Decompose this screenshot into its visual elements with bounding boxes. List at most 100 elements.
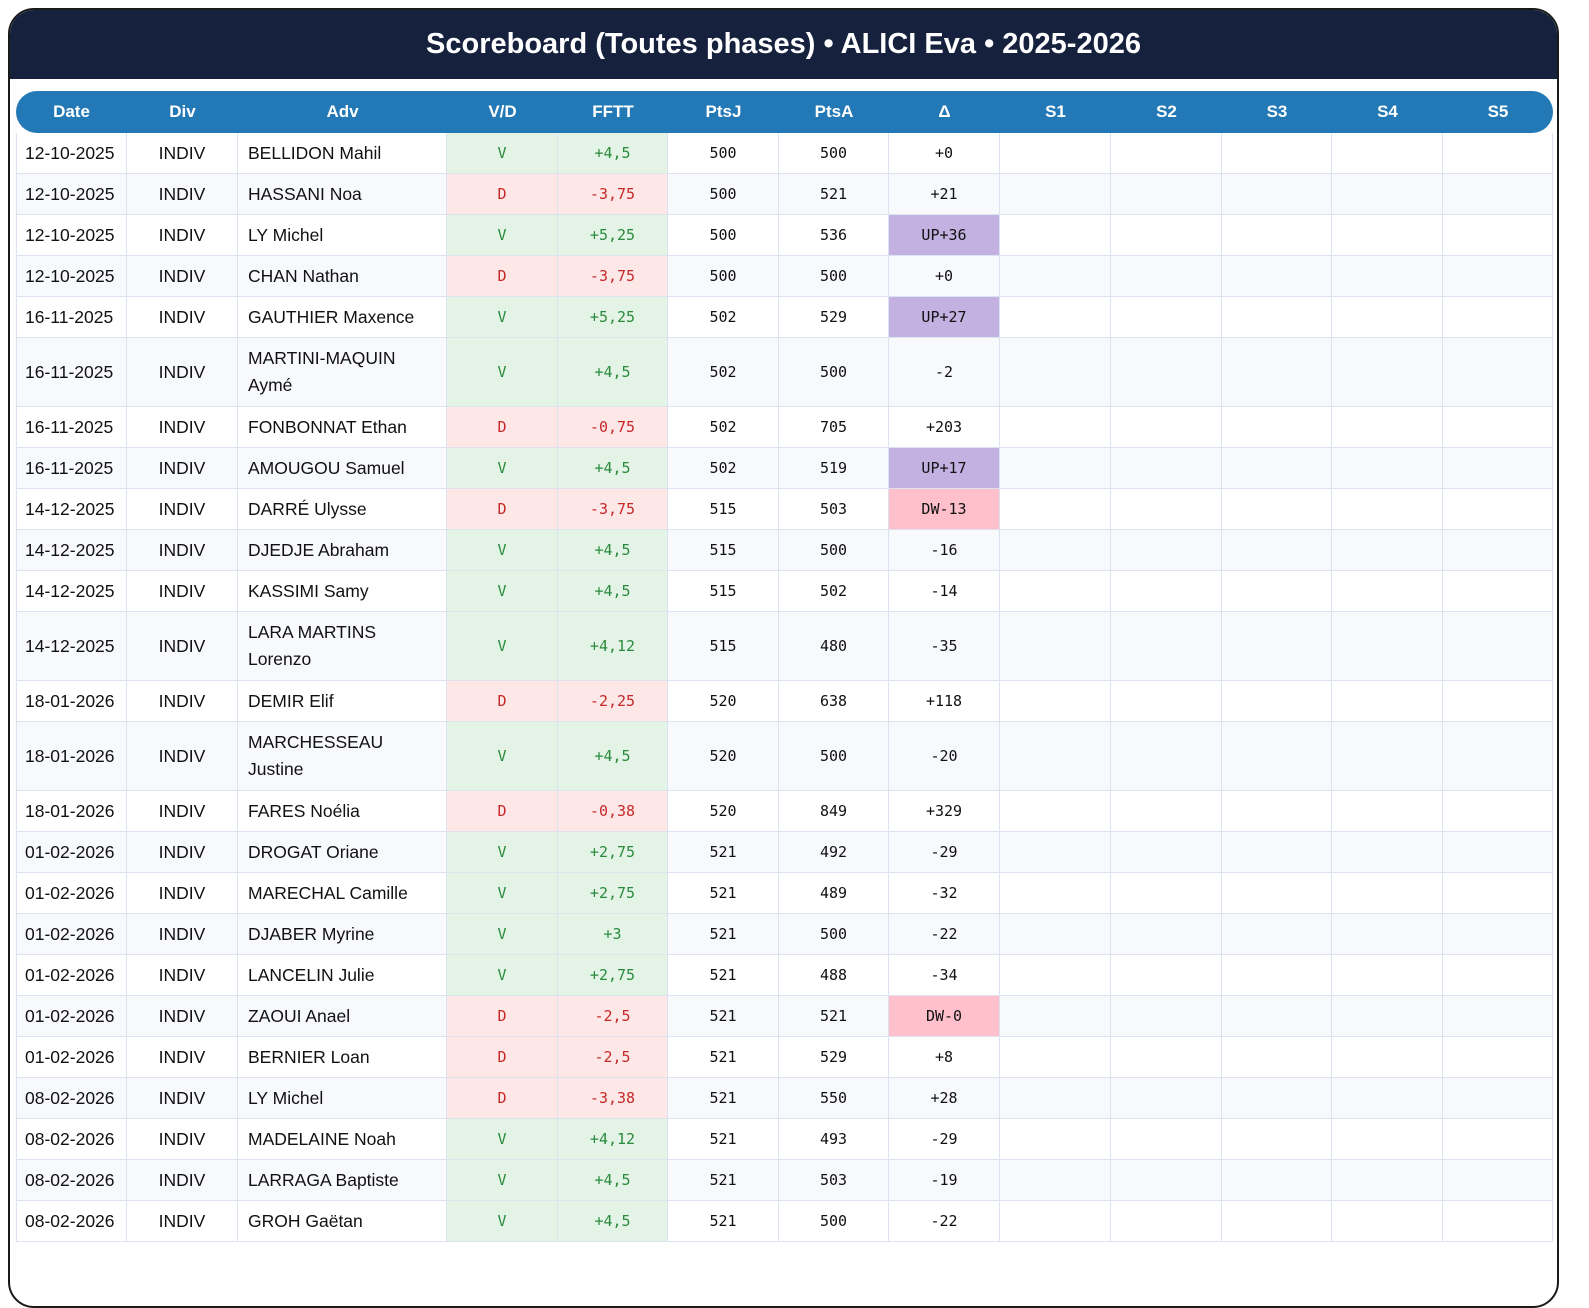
set-3-cell	[1222, 256, 1332, 297]
set-3-cell	[1222, 215, 1332, 256]
column-header-ptsj[interactable]: PtsJ	[668, 91, 779, 133]
column-header-s1[interactable]: S1	[1000, 91, 1111, 133]
set-3-cell	[1222, 791, 1332, 832]
table-row: 08-02-2026 INDIV LY Michel D -3,38 521 550 +28	[16, 1078, 1553, 1119]
table-row: 18-01-2026 INDIV MARCHESSEAU Justine V +4,5 5…	[16, 722, 1553, 791]
column-header-ptsa[interactable]: PtsA	[779, 91, 889, 133]
opponent-points-cell: 500	[779, 530, 889, 571]
column-header-s3[interactable]: S3	[1222, 91, 1332, 133]
fftt-points-cell: +2,75	[558, 955, 668, 996]
opponent-points-cell: 500	[779, 722, 889, 791]
delta-cell: -16	[889, 530, 1000, 571]
table-row: 01-02-2026 INDIV MARECHAL Camille V +2,75 521…	[16, 873, 1553, 914]
set-4-cell	[1332, 338, 1443, 407]
table-row: 16-11-2025 INDIV FONBONNAT Ethan D -0,75 502 7…	[16, 407, 1553, 448]
table-row: 16-11-2025 INDIV GAUTHIER Maxence V +5,25 502…	[16, 297, 1553, 338]
set-2-cell	[1111, 1119, 1222, 1160]
set-2-cell	[1111, 297, 1222, 338]
date-cell: 16-11-2025	[16, 448, 127, 489]
table-row: 08-02-2026 INDIV MADELAINE Noah V +4,12 521 49…	[16, 1119, 1553, 1160]
column-header-fftt[interactable]: FFTT	[558, 91, 668, 133]
result-cell: D	[447, 489, 558, 530]
opponent-cell: AMOUGOU Samuel	[238, 448, 447, 489]
delta-cell: +203	[889, 407, 1000, 448]
date-cell: 08-02-2026	[16, 1119, 127, 1160]
set-4-cell	[1332, 1160, 1443, 1201]
set-3-cell	[1222, 1037, 1332, 1078]
opponent-cell: HASSANI Noa	[238, 174, 447, 215]
div-cell: INDIV	[127, 955, 238, 996]
result-cell: V	[447, 530, 558, 571]
delta-cell: +0	[889, 133, 1000, 174]
set-5-cell	[1443, 722, 1553, 791]
set-4-cell	[1332, 1119, 1443, 1160]
set-2-cell	[1111, 722, 1222, 791]
opponent-points-cell: 489	[779, 873, 889, 914]
fftt-points-cell: -2,25	[558, 681, 668, 722]
set-5-cell	[1443, 832, 1553, 873]
column-header-s4[interactable]: S4	[1332, 91, 1443, 133]
result-cell: D	[447, 681, 558, 722]
opponent-cell: LANCELIN Julie	[238, 955, 447, 996]
set-4-cell	[1332, 914, 1443, 955]
fftt-points-cell: +4,5	[558, 1201, 668, 1242]
table-row: 01-02-2026 INDIV BERNIER Loan D -2,5 521 529 +8	[16, 1037, 1553, 1078]
delta-cell: -29	[889, 832, 1000, 873]
set-2-cell	[1111, 571, 1222, 612]
div-cell: INDIV	[127, 791, 238, 832]
player-points-cell: 521	[668, 873, 779, 914]
set-5-cell	[1443, 1037, 1553, 1078]
set-3-cell	[1222, 407, 1332, 448]
date-cell: 01-02-2026	[16, 955, 127, 996]
delta-cell: +329	[889, 791, 1000, 832]
date-cell: 08-02-2026	[16, 1078, 127, 1119]
div-cell: INDIV	[127, 1119, 238, 1160]
date-cell: 14-12-2025	[16, 612, 127, 681]
delta-cell: UP+17	[889, 448, 1000, 489]
opponent-points-cell: 500	[779, 338, 889, 407]
player-points-cell: 521	[668, 996, 779, 1037]
div-cell: INDIV	[127, 1201, 238, 1242]
column-header-s5[interactable]: S5	[1443, 91, 1553, 133]
date-cell: 12-10-2025	[16, 215, 127, 256]
set-5-cell	[1443, 681, 1553, 722]
column-header-delta[interactable]: Δ	[889, 91, 1000, 133]
set-3-cell	[1222, 133, 1332, 174]
opponent-points-cell: 519	[779, 448, 889, 489]
opponent-points-cell: 521	[779, 996, 889, 1037]
opponent-cell: ZAOUI Anael	[238, 996, 447, 1037]
set-1-cell	[1000, 338, 1111, 407]
column-header-date[interactable]: Date	[16, 91, 127, 133]
opponent-points-cell: 480	[779, 612, 889, 681]
set-2-cell	[1111, 832, 1222, 873]
table-row: 01-02-2026 INDIV DJABER Myrine V +3 521 500 -22	[16, 914, 1553, 955]
player-points-cell: 502	[668, 407, 779, 448]
opponent-cell: LY Michel	[238, 215, 447, 256]
div-cell: INDIV	[127, 174, 238, 215]
date-cell: 01-02-2026	[16, 1037, 127, 1078]
set-3-cell	[1222, 681, 1332, 722]
div-cell: INDIV	[127, 1078, 238, 1119]
set-5-cell	[1443, 791, 1553, 832]
set-1-cell	[1000, 215, 1111, 256]
set-3-cell	[1222, 1160, 1332, 1201]
player-points-cell: 502	[668, 338, 779, 407]
set-5-cell	[1443, 1078, 1553, 1119]
result-cell: V	[447, 914, 558, 955]
set-5-cell	[1443, 612, 1553, 681]
date-cell: 01-02-2026	[16, 832, 127, 873]
set-4-cell	[1332, 1037, 1443, 1078]
column-header-div[interactable]: Div	[127, 91, 238, 133]
div-cell: INDIV	[127, 681, 238, 722]
set-3-cell	[1222, 955, 1332, 996]
player-points-cell: 500	[668, 256, 779, 297]
column-header-adv[interactable]: Adv	[238, 91, 447, 133]
fftt-points-cell: +4,12	[558, 1119, 668, 1160]
column-header-vd[interactable]: V/D	[447, 91, 558, 133]
opponent-points-cell: 705	[779, 407, 889, 448]
set-4-cell	[1332, 489, 1443, 530]
opponent-cell: LY Michel	[238, 1078, 447, 1119]
result-cell: V	[447, 873, 558, 914]
player-points-cell: 521	[668, 1037, 779, 1078]
column-header-s2[interactable]: S2	[1111, 91, 1222, 133]
